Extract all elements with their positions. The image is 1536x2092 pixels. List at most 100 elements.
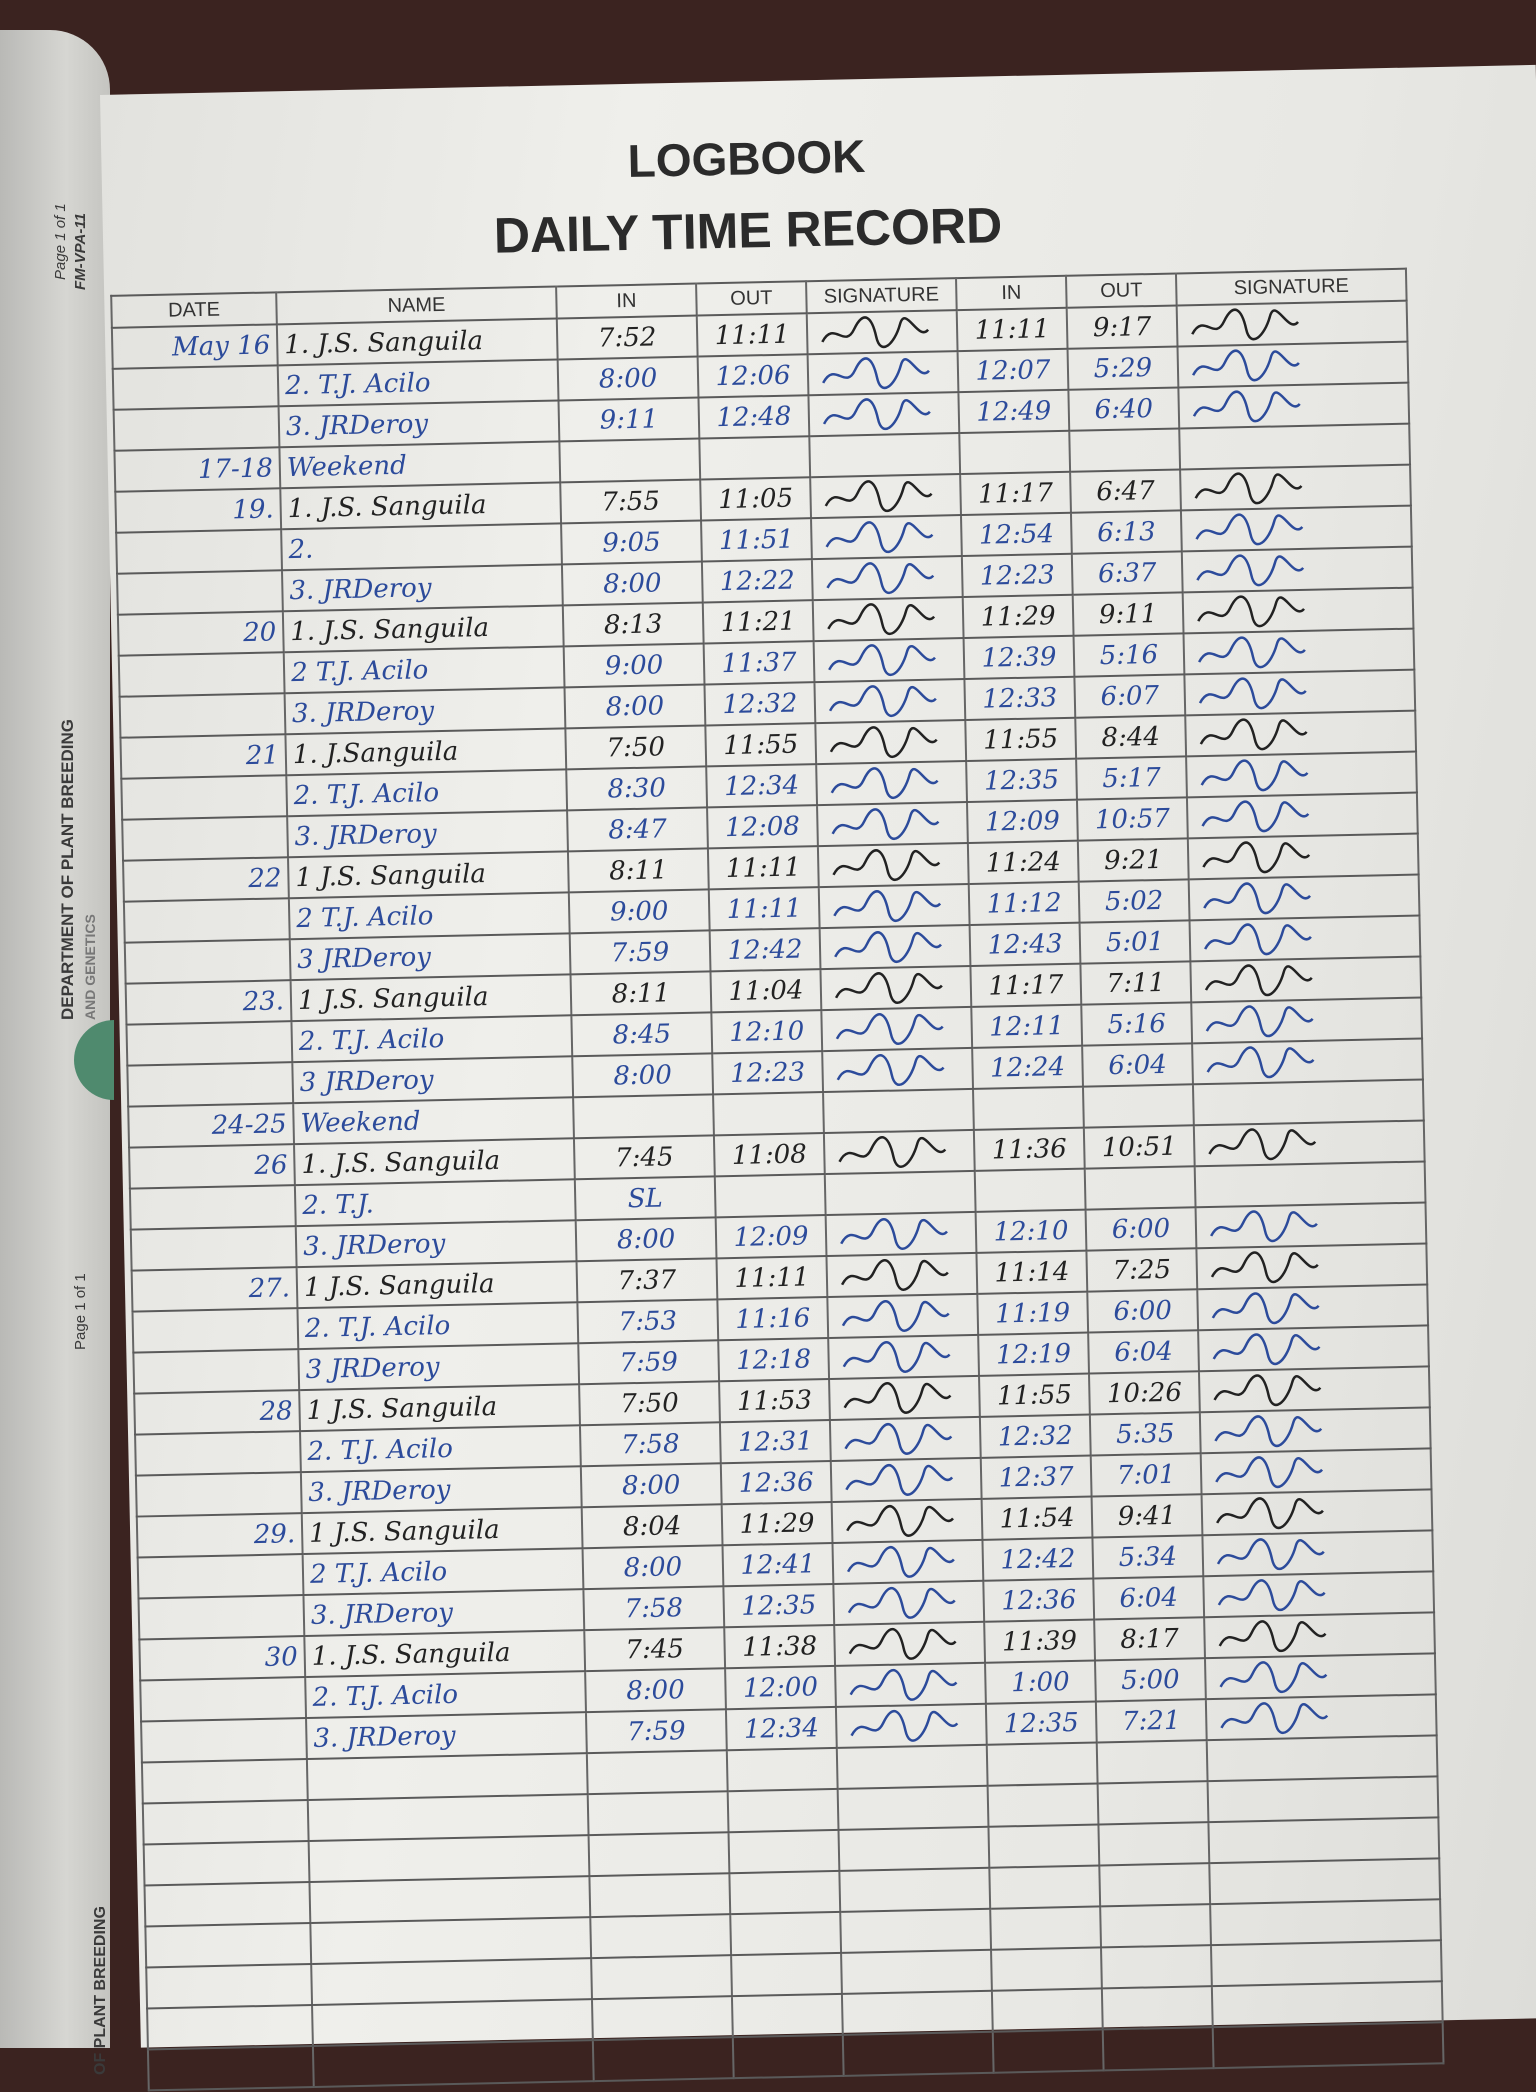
- blank-cell: [841, 1990, 993, 2035]
- signature-scribble-icon: [847, 1586, 956, 1619]
- date-cell: 30: [139, 1636, 306, 1681]
- signature-scribble-icon: [1217, 1578, 1326, 1611]
- time-out-pm: 8:17: [1094, 1617, 1205, 1661]
- time-in-am: 8:11: [567, 848, 709, 893]
- table-row: 19. 1. J.S. Sanguila 7:55 11:05 11:17 6:47: [115, 464, 1411, 533]
- time-in-pm: 11:12: [968, 881, 1080, 925]
- time-out-pm: 5:00: [1095, 1658, 1206, 1702]
- date-cell: 24-25: [128, 1103, 295, 1148]
- time-in-am: 7:53: [577, 1299, 719, 1344]
- blank-cell: [990, 1906, 1102, 1950]
- time-in-pm: 11:54: [981, 1496, 1093, 1540]
- signature-am: [826, 1252, 978, 1298]
- time-out-am: 11:11: [708, 887, 820, 931]
- table-row: 26 1. J.S. Sanguila 7:45 11:08 11:36 10:51: [129, 1120, 1425, 1189]
- time-out-am: 12:34: [706, 764, 818, 808]
- time-out-am: 12:34: [725, 1706, 837, 1751]
- blank-cell: [1101, 1945, 1212, 1989]
- signature-scribble-icon: [1210, 1209, 1318, 1242]
- blank-cell: [1210, 1899, 1441, 1946]
- time-in-am: [559, 438, 701, 483]
- table-row: 3. JRDeroy 9:11 12:48 12:49 6:40: [113, 382, 1410, 451]
- page-label-lower: Page 1 of 1: [72, 1273, 89, 1350]
- signature-scribble-icon: [821, 315, 930, 348]
- time-out-am: [713, 1092, 824, 1136]
- signature-scribble-icon: [1208, 1127, 1317, 1160]
- time-in-pm: 1:00: [985, 1660, 1096, 1704]
- blank-cell: [308, 1835, 590, 1883]
- time-out-am: 12:41: [722, 1542, 834, 1587]
- time-out-pm: 9:41: [1091, 1494, 1203, 1538]
- time-out-pm: 5:01: [1079, 920, 1191, 964]
- signature-scribble-icon: [827, 602, 936, 635]
- time-out-am: 12:09: [715, 1215, 827, 1259]
- signature-pm: [1199, 1407, 1431, 1454]
- time-in-pm: 11:36: [973, 1127, 1085, 1171]
- blank-cell: [309, 1876, 591, 1923]
- table-row: 20 1. J.S. Sanguila 8:13 11:21 11:29 9:11: [117, 587, 1414, 656]
- time-out-am: 11:08: [713, 1133, 825, 1177]
- blank-cell: [143, 1841, 310, 1886]
- signature-am: [817, 801, 968, 847]
- time-out-am: 11:55: [705, 723, 817, 767]
- signature-am: [834, 1621, 986, 1666]
- signature-am: [831, 1498, 983, 1543]
- signature-pm: [1181, 546, 1413, 593]
- signature-am: [810, 474, 961, 519]
- blank-cell: [142, 1800, 309, 1845]
- date-cell: [135, 1431, 301, 1476]
- signature-scribble-icon: [840, 1258, 949, 1291]
- time-in-am: 8:00: [580, 1463, 722, 1508]
- blank-cell: [989, 1865, 1101, 1909]
- time-in-am: 8:30: [566, 766, 708, 811]
- name-cell: 3. JRDeroy: [281, 564, 563, 612]
- time-out-am: 11:16: [717, 1297, 829, 1341]
- signature-am: [814, 679, 966, 724]
- time-out-pm: 5:35: [1089, 1412, 1201, 1456]
- signature-pm: [1202, 1530, 1434, 1577]
- signature-am: [819, 924, 971, 970]
- name-cell: 3. JRDeroy: [306, 1712, 587, 1760]
- name-cell: 1. J.S. Sanguila: [280, 482, 562, 530]
- signature-am: [830, 1457, 982, 1502]
- signature-scribble-icon: [1219, 1660, 1328, 1693]
- time-in-am: 8:04: [581, 1504, 723, 1549]
- department-label: DEPARTMENT OF PLANT BREEDING: [58, 719, 77, 1020]
- name-cell: 2. T.J.: [294, 1179, 576, 1227]
- time-out-am: 11:29: [721, 1501, 833, 1546]
- time-in-pm: 12:42: [982, 1537, 1094, 1581]
- signature-am: [815, 720, 967, 765]
- signature-scribble-icon: [828, 684, 937, 717]
- time-in-pm: 12:35: [966, 758, 1077, 802]
- signature-pm: [1204, 1653, 1436, 1700]
- table-row: 27. 1 J.S. Sanguila 7:37 11:11 11:14 7:25: [131, 1243, 1428, 1312]
- col-signature-am: SIGNATURE: [806, 278, 957, 314]
- table-row: 2. T.J. Acilo 7:53 11:16 11:19 6:00: [132, 1284, 1429, 1353]
- time-in-pm: 12:07: [957, 348, 1069, 393]
- time-in-pm: 12:19: [978, 1332, 1089, 1376]
- signature-pm: [1180, 464, 1411, 511]
- department-label-line2: AND GENETICS: [82, 914, 98, 1020]
- signature-pm: [1179, 423, 1411, 470]
- table-row: 2. T.J. Acilo 8:00 12:00 1:00 5:00: [140, 1653, 1436, 1722]
- signature-scribble-icon: [845, 1463, 954, 1496]
- date-cell: [121, 775, 288, 820]
- date-cell: 17-18: [114, 447, 281, 492]
- signature-scribble-icon: [838, 1135, 947, 1168]
- time-in-am: 7:50: [579, 1381, 720, 1426]
- signature-am: [818, 883, 970, 929]
- blank-cell: [310, 1917, 592, 1964]
- blank-cell: [837, 1785, 989, 1830]
- name-cell: 3 JRDeroy: [298, 1343, 580, 1391]
- time-in-pm: 12:36: [983, 1578, 1095, 1622]
- date-cell: 21: [120, 734, 287, 779]
- table-row: 2. T.J. Acilo 8:30 12:34 12:35 5:17: [121, 751, 1417, 820]
- blank-cell: [586, 1750, 728, 1795]
- blank-cell: [842, 2031, 994, 2076]
- department-logo: [74, 1020, 114, 1100]
- daily-time-record-title: DAILY TIME RECORD: [493, 197, 1003, 264]
- signature-am: [824, 1170, 976, 1216]
- blank-cell: [144, 1882, 311, 1927]
- table-row: 29. 1 J.S. Sanguila 8:04 11:29 11:54 9:41: [136, 1489, 1433, 1558]
- signature-pm: [1184, 669, 1416, 716]
